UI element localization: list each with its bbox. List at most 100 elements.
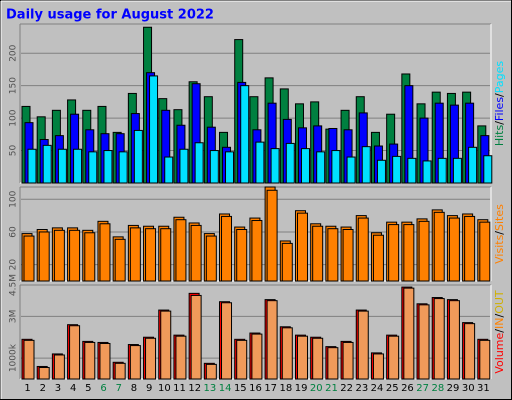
x-tick-label: 3 [55,383,61,394]
bar [99,223,111,282]
bar [312,337,324,380]
x-tick-label: 11 [173,383,186,394]
bar [133,129,143,184]
bar [357,310,369,380]
x-tick-label: 23 [355,383,368,394]
x-tick-label: 29 [447,383,460,394]
y-tick-label: 3M [9,310,19,324]
bar [221,215,233,282]
x-tick-label: 8 [131,383,137,394]
bar [327,228,339,282]
bar [266,189,278,282]
bar [464,215,476,282]
bar [145,337,157,380]
bar [209,150,219,184]
bar [53,354,65,380]
x-tick-label: 27 [416,383,429,394]
x-tick-label: 18 [280,383,293,394]
bar [357,217,369,282]
bar [175,219,187,282]
x-tick-label: 28 [431,383,444,394]
bar [114,238,126,282]
bar [164,156,174,184]
bar [129,345,141,380]
bar [418,304,430,380]
x-tick-label: 14 [219,383,232,394]
bar [118,151,128,184]
x-tick-label: 16 [249,383,262,394]
legend-entry: OUT [493,290,506,314]
bar [452,157,462,184]
bar [312,225,324,282]
bar [145,228,157,282]
bar [372,234,384,282]
bar [437,157,447,184]
bar [129,227,141,282]
y-tick-label: 1000k [9,343,19,372]
bar [403,287,415,380]
x-tick-label: 9 [146,383,152,394]
bar [205,363,217,380]
x-tick-label: 13 [204,383,217,394]
bar [479,221,491,282]
y-tick-label: 100 [9,190,19,207]
legend: Volume/IN/OUT [493,290,506,374]
bar [57,148,67,184]
bar [422,160,432,184]
y-tick-label: 50 [9,145,19,157]
bar [27,148,37,184]
legend-separator: / [493,314,506,318]
bar [160,310,172,380]
bar [53,229,65,282]
bar [407,157,417,184]
bar [175,335,187,380]
bar [225,151,235,184]
legend-separator: / [493,231,506,235]
bar [73,148,83,184]
bar [240,85,250,184]
bar [388,224,400,282]
bar [281,327,293,380]
legend: Visits/Sites [493,204,506,264]
legend-separator: / [493,329,506,333]
x-tick-label: 30 [462,383,475,394]
x-tick-label: 1 [24,383,30,394]
y-tick-label: 20 [9,259,19,271]
bar [251,333,263,380]
x-tick-label: 21 [325,383,338,394]
legend-entry: Files [493,97,506,121]
bar [372,353,384,380]
legend-entry: Pages [493,61,506,94]
bar [331,150,341,184]
bar [103,150,113,184]
bar [190,294,202,380]
y-tick-label: 200 [9,44,19,61]
bar [84,232,96,282]
bar [388,335,400,380]
bar [236,229,248,282]
bar [342,341,354,380]
bar [194,142,204,184]
bar [361,146,371,184]
bar [327,347,339,380]
bar [433,298,445,380]
x-tick-label: 2 [40,383,46,394]
bar [236,339,248,380]
bar [270,148,280,184]
y-tick-label: 100 [9,109,19,126]
bar [38,231,50,282]
bar [285,142,295,184]
bar [483,155,493,184]
bar [84,341,96,380]
x-tick-label: 12 [188,383,201,394]
legend-entry: Volume [493,332,506,373]
bar [69,325,81,380]
bar [433,211,445,282]
x-tick-label: 24 [371,383,384,394]
bar [316,151,326,184]
bar [296,212,308,282]
bar [376,159,386,184]
bar [346,156,356,184]
x-tick-label: 5 [85,383,91,394]
